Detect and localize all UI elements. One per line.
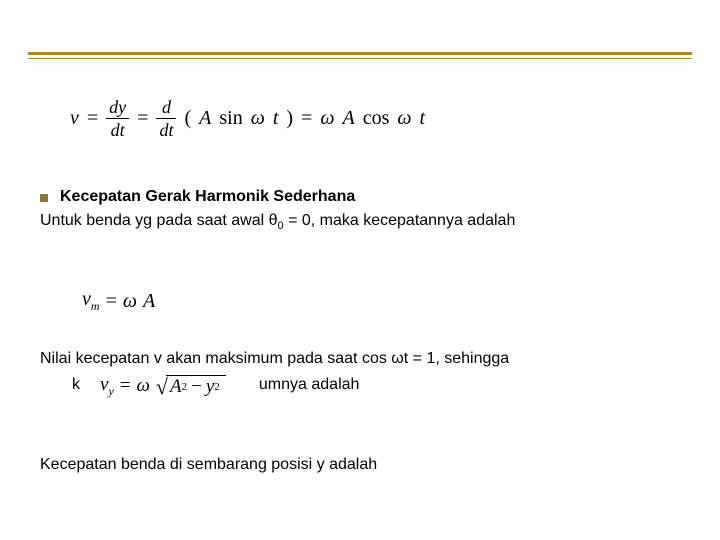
para1-pre: Untuk benda yg pada saat awal θ xyxy=(40,212,278,229)
sup2b: 2 xyxy=(214,381,220,393)
section-heading: Kecepatan Gerak Harmonik Sederhana xyxy=(60,188,355,206)
title-rule-thick xyxy=(28,52,692,55)
bullet-heading-row: Kecepatan Gerak Harmonik Sederhana xyxy=(40,188,680,206)
sym-eq4: = xyxy=(106,290,117,313)
minus: − xyxy=(187,376,206,398)
sym-omega5: ω xyxy=(136,375,149,397)
paragraph-1: Untuk benda yg pada saat awal θ0 = 0, ma… xyxy=(40,210,680,234)
bullet-icon xyxy=(40,194,48,202)
sym-A4: A xyxy=(170,376,182,398)
sym-y: y xyxy=(206,376,214,398)
sym-v2: vm xyxy=(82,288,100,314)
sym-eq5: = xyxy=(120,375,131,397)
para3-text: Kecepatan benda di sembarang posisi y ad… xyxy=(40,454,680,476)
sym-v3: vy xyxy=(100,374,114,399)
sym-omega4: ω xyxy=(123,290,137,313)
para2-line1: Nilai kecepatan v akan maksimum pada saa… xyxy=(40,348,680,370)
para2-pre: k xyxy=(72,376,80,393)
sqrt: √ A2 − y2 xyxy=(156,375,226,398)
paragraph-3: Kecepatan benda di sembarang posisi y ad… xyxy=(40,450,680,476)
equation-vmax: vm = ω A xyxy=(82,288,155,314)
para1-post: = 0, maka kecepatannya adalah xyxy=(284,212,516,229)
sym-A3: A xyxy=(143,290,155,313)
para2-post: umnya adalah xyxy=(259,376,360,393)
equation-vy: vy = ω √ A2 − y2 xyxy=(100,374,226,399)
title-rule-thin xyxy=(28,58,692,59)
